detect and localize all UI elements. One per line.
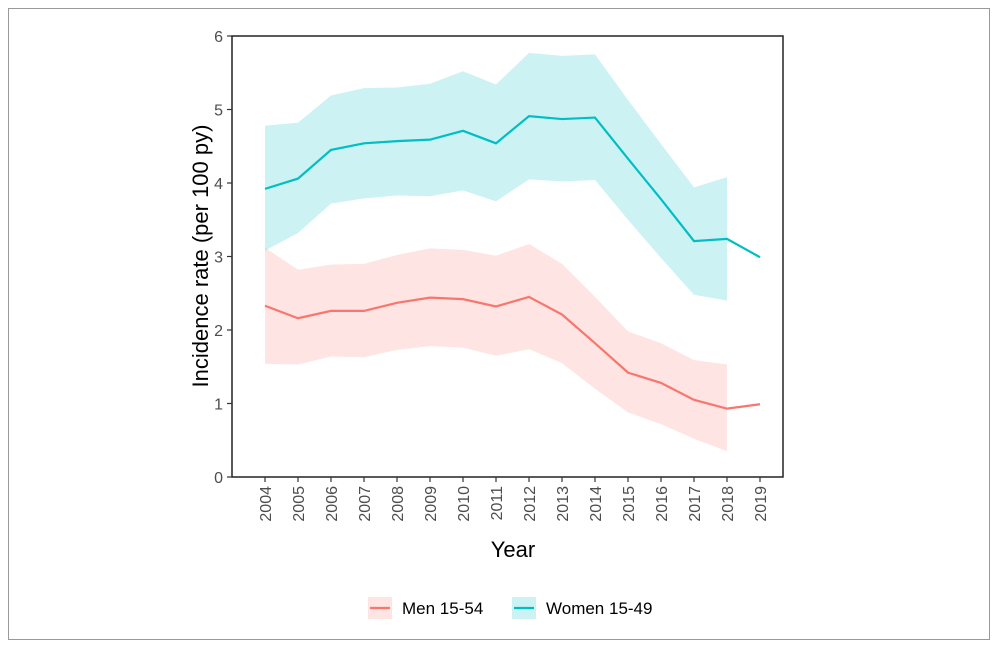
x-tick-label: 2011 — [489, 486, 506, 521]
ci-ribbon-women — [265, 52, 727, 301]
series-lines — [264, 114, 761, 410]
x-tick-label: 2013 — [555, 486, 572, 522]
x-tick-label: 2016 — [654, 486, 671, 522]
y-axis: 0 1 2 3 4 5 6 — [214, 29, 232, 487]
y-tick-label: 3 — [214, 250, 223, 267]
x-tick-label: 2007 — [357, 486, 374, 522]
x-tick-label: 2006 — [324, 486, 341, 522]
x-tick-label: 2014 — [588, 486, 605, 522]
x-axis: 2004 2005 2006 2007 2008 2009 2010 2011 2012 2013… — [258, 477, 770, 522]
x-tick-label: 2004 — [258, 486, 275, 522]
y-tick-label: 4 — [214, 176, 223, 193]
y-tick-label: 1 — [214, 397, 223, 414]
y-tick-label: 2 — [214, 323, 223, 340]
x-tick-label: 2017 — [687, 486, 704, 522]
legend: Men 15-54 Women 15-49 — [368, 597, 652, 619]
x-tick-label: 2015 — [621, 486, 638, 522]
x-tick-label: 2005 — [291, 486, 308, 522]
y-tick-label: 6 — [214, 29, 223, 46]
x-tick-label: 2019 — [753, 486, 770, 522]
y-tick-label: 5 — [214, 103, 223, 120]
y-axis-label: Incidence rate (per 100 py) — [188, 125, 213, 388]
x-tick-label: 2009 — [423, 486, 440, 522]
series-line-women — [264, 114, 761, 259]
ci-ribbon-men — [265, 244, 727, 452]
x-tick-label: 2012 — [522, 486, 539, 522]
legend-label: Women 15-49 — [546, 599, 652, 618]
series-line-men — [264, 295, 761, 410]
x-tick-label: 2010 — [456, 486, 473, 522]
x-tick-label: 2018 — [720, 486, 737, 522]
legend-label: Men 15-54 — [402, 599, 483, 618]
confidence-ribbons — [265, 52, 727, 452]
y-tick-label: 0 — [214, 470, 223, 487]
x-tick-label: 2008 — [390, 486, 407, 522]
legend-item-men: Men 15-54 — [368, 597, 483, 619]
x-axis-label: Year — [491, 537, 535, 562]
legend-item-women: Women 15-49 — [512, 597, 652, 619]
figure-frame — [8, 8, 990, 640]
